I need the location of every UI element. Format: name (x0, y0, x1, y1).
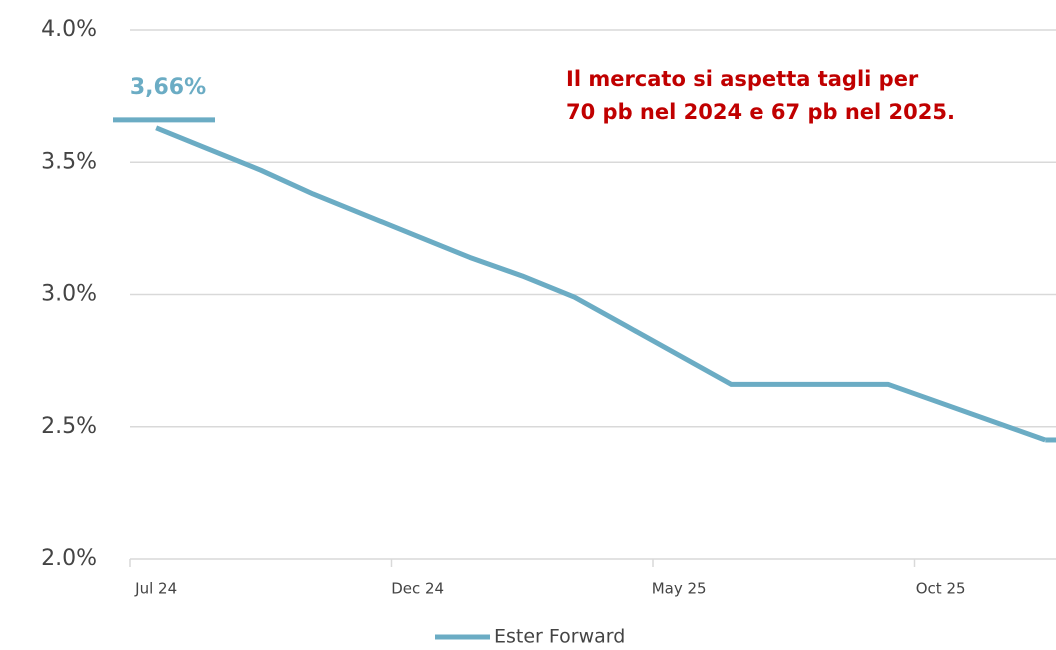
x-tick-label: Dec 24 (391, 580, 444, 598)
annotation: Il mercato si aspetta tagli per (566, 67, 919, 91)
y-tick-label: 3.5% (41, 149, 97, 174)
y-tick-label: 2.0% (41, 546, 97, 571)
y-tick-label: 4.0% (41, 17, 97, 42)
marker-label: 3,66% (130, 75, 206, 100)
x-tick-label: Oct 25 (916, 580, 966, 598)
annotation: 70 pb nel 2024 e 67 pb nel 2025. (566, 100, 955, 124)
legend-label: Ester Forward (494, 626, 625, 648)
line (155, 125, 1047, 443)
x-tick-label: Jul 24 (134, 580, 177, 598)
y-tick-label: 2.5% (41, 414, 97, 439)
x-tick-label: May 25 (652, 580, 707, 598)
y-tick-label: 3.0% (41, 282, 97, 307)
